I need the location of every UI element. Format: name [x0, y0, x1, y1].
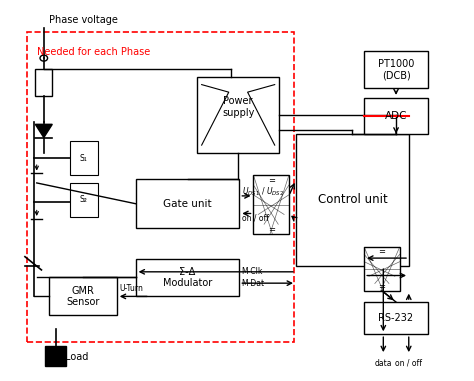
Bar	[254, 175, 289, 234]
Bar	[48, 277, 117, 315]
Bar	[364, 51, 428, 88]
Text: on / off: on / off	[242, 213, 269, 222]
Text: PT1000
(DCB): PT1000 (DCB)	[378, 59, 414, 80]
Bar	[364, 98, 428, 134]
Text: data: data	[374, 359, 392, 368]
Text: =: =	[378, 247, 385, 256]
Bar	[45, 346, 66, 367]
Text: Σ-Δ
Modulator: Σ-Δ Modulator	[163, 267, 212, 288]
Text: M-Clk: M-Clk	[242, 267, 263, 276]
Text: =: =	[378, 282, 385, 291]
Text: GMR
Sensor: GMR Sensor	[66, 286, 100, 307]
Text: Power
supply: Power supply	[222, 96, 255, 118]
Text: $U_{DS1}$ / $U_{DS2}$: $U_{DS1}$ / $U_{DS2}$	[242, 186, 284, 198]
Bar	[136, 259, 239, 296]
Bar	[197, 77, 279, 153]
Text: ADC: ADC	[385, 111, 407, 121]
Polygon shape	[36, 124, 52, 138]
Text: Control unit: Control unit	[318, 194, 387, 207]
Bar	[70, 141, 98, 175]
Text: Load: Load	[65, 352, 88, 362]
Text: =: =	[268, 225, 274, 234]
Text: Phase voltage: Phase voltage	[48, 15, 118, 25]
Text: RS-232: RS-232	[378, 313, 414, 323]
Bar	[296, 134, 409, 266]
Bar	[136, 179, 239, 228]
Text: Gate unit: Gate unit	[163, 199, 212, 209]
Bar	[364, 247, 400, 291]
Text: S₁: S₁	[80, 154, 88, 163]
Text: Needed for each Phase: Needed for each Phase	[36, 47, 150, 57]
Bar	[27, 32, 293, 342]
Bar	[70, 183, 98, 217]
Text: M-Dat: M-Dat	[242, 279, 265, 288]
Text: =: =	[268, 176, 274, 186]
Bar	[364, 302, 428, 334]
Bar	[36, 69, 52, 96]
Text: on / off: on / off	[395, 359, 422, 368]
Text: U-Turn: U-Turn	[119, 284, 143, 293]
Text: S₂: S₂	[80, 195, 88, 205]
